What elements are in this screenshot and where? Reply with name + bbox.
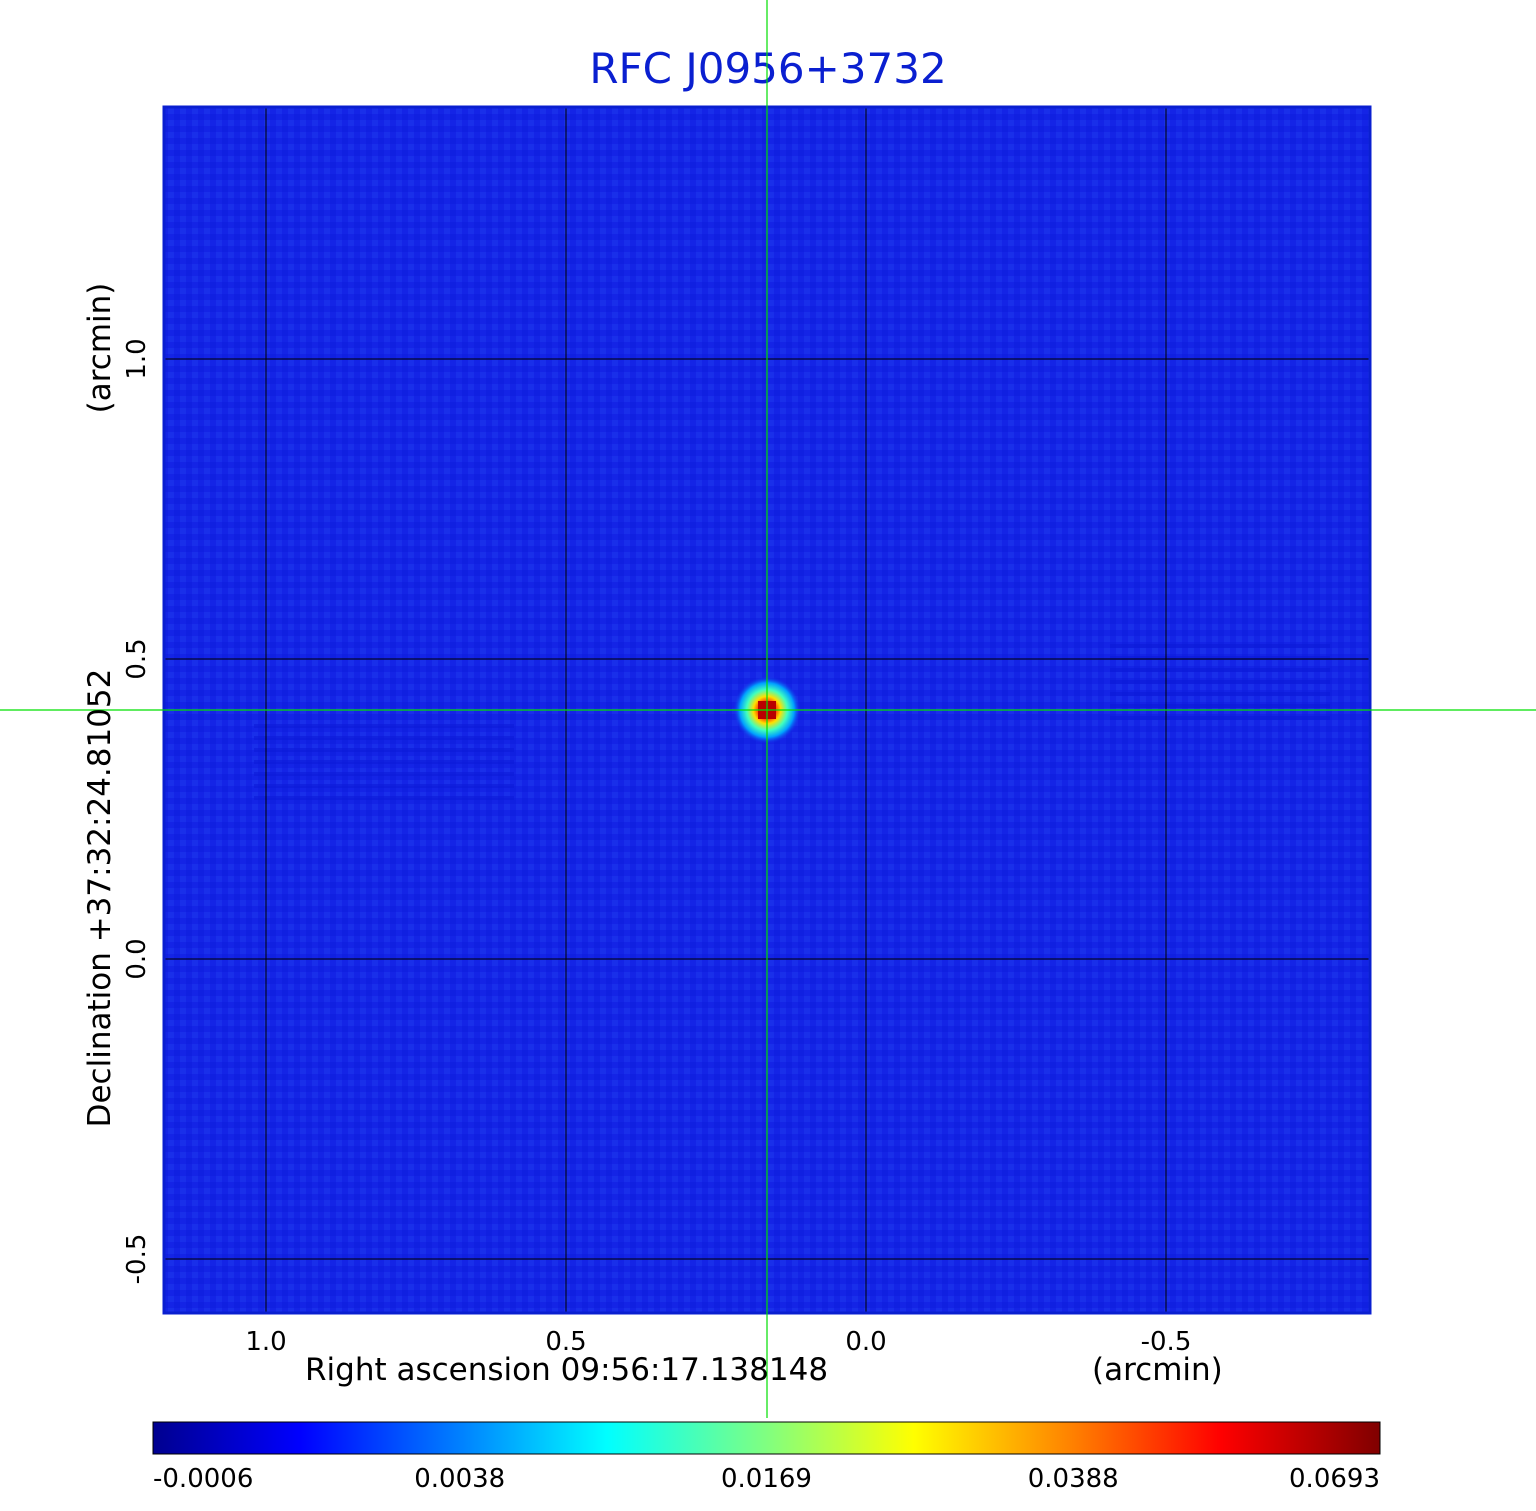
chart-title: RFC J0956+3732 <box>589 44 947 93</box>
x-tick-label: 0.0 <box>845 1327 886 1357</box>
colorbar-tick-label: 0.0038 <box>414 1464 505 1494</box>
sidelobe-stripe <box>254 760 514 764</box>
y-axis-label: Declination +37:32:24.81052 <box>82 668 118 1128</box>
sidelobe-stripe <box>1110 680 1330 684</box>
sidelobe-stripe <box>254 772 514 776</box>
sidelobe-stripe <box>1110 692 1330 696</box>
x-axis-label: Right ascension 09:56:17.138148 <box>305 1352 829 1388</box>
sidelobe-stripe <box>254 748 514 752</box>
colorbar-tick-label: 0.0693 <box>1289 1464 1380 1494</box>
y-tick-label: -0.5 <box>122 1234 152 1285</box>
y-tick-label: 0.0 <box>122 938 152 979</box>
y-tick-label: 1.0 <box>122 338 152 379</box>
y-axis-unit: (arcmin) <box>82 282 118 414</box>
x-axis-unit: (arcmin) <box>1092 1352 1223 1388</box>
sidelobe-stripe <box>1110 668 1330 672</box>
colorbar-tick-label: -0.0006 <box>153 1464 253 1494</box>
x-tick-label: 0.5 <box>545 1327 586 1357</box>
colorbar-tick-label: 0.0388 <box>1028 1464 1119 1494</box>
plot-area: 1.0 0.5 0.0 -0.5 1.0 0.5 0.0 -0.5 <box>0 0 1536 1418</box>
colorbar-gradient <box>152 1421 1381 1455</box>
sidelobe-stripe <box>1110 644 1330 648</box>
colorbar-tick-label: 0.0169 <box>721 1464 812 1494</box>
y-tick-label: 0.5 <box>122 638 152 679</box>
x-tick-label: -0.5 <box>1141 1327 1192 1357</box>
sidelobe-stripe <box>1110 716 1330 720</box>
sidelobe-stripe <box>1110 704 1330 708</box>
sidelobe-stripe <box>1110 656 1330 660</box>
colorbar: -0.0006 0.0038 0.0169 0.0388 0.0693 <box>152 1421 1381 1494</box>
sidelobe-stripe <box>254 724 514 728</box>
sidelobe-stripe <box>254 784 514 788</box>
x-tick-label: 1.0 <box>245 1327 286 1357</box>
sidelobe-stripe <box>254 736 514 740</box>
sidelobe-stripe <box>254 796 514 800</box>
